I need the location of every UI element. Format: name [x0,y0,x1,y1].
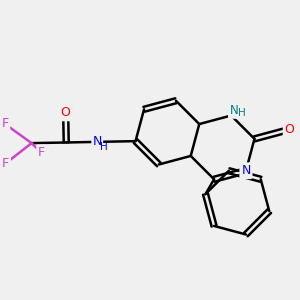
Text: O: O [61,106,70,119]
Text: O: O [61,106,70,119]
Text: O: O [285,123,295,136]
Text: N: N [230,104,239,117]
Text: N: N [241,164,250,177]
Text: N: N [92,135,102,148]
Text: F: F [38,146,45,159]
Text: H: H [100,142,108,152]
Text: F: F [2,157,9,170]
Text: F: F [1,117,8,130]
Text: H: H [238,107,246,118]
